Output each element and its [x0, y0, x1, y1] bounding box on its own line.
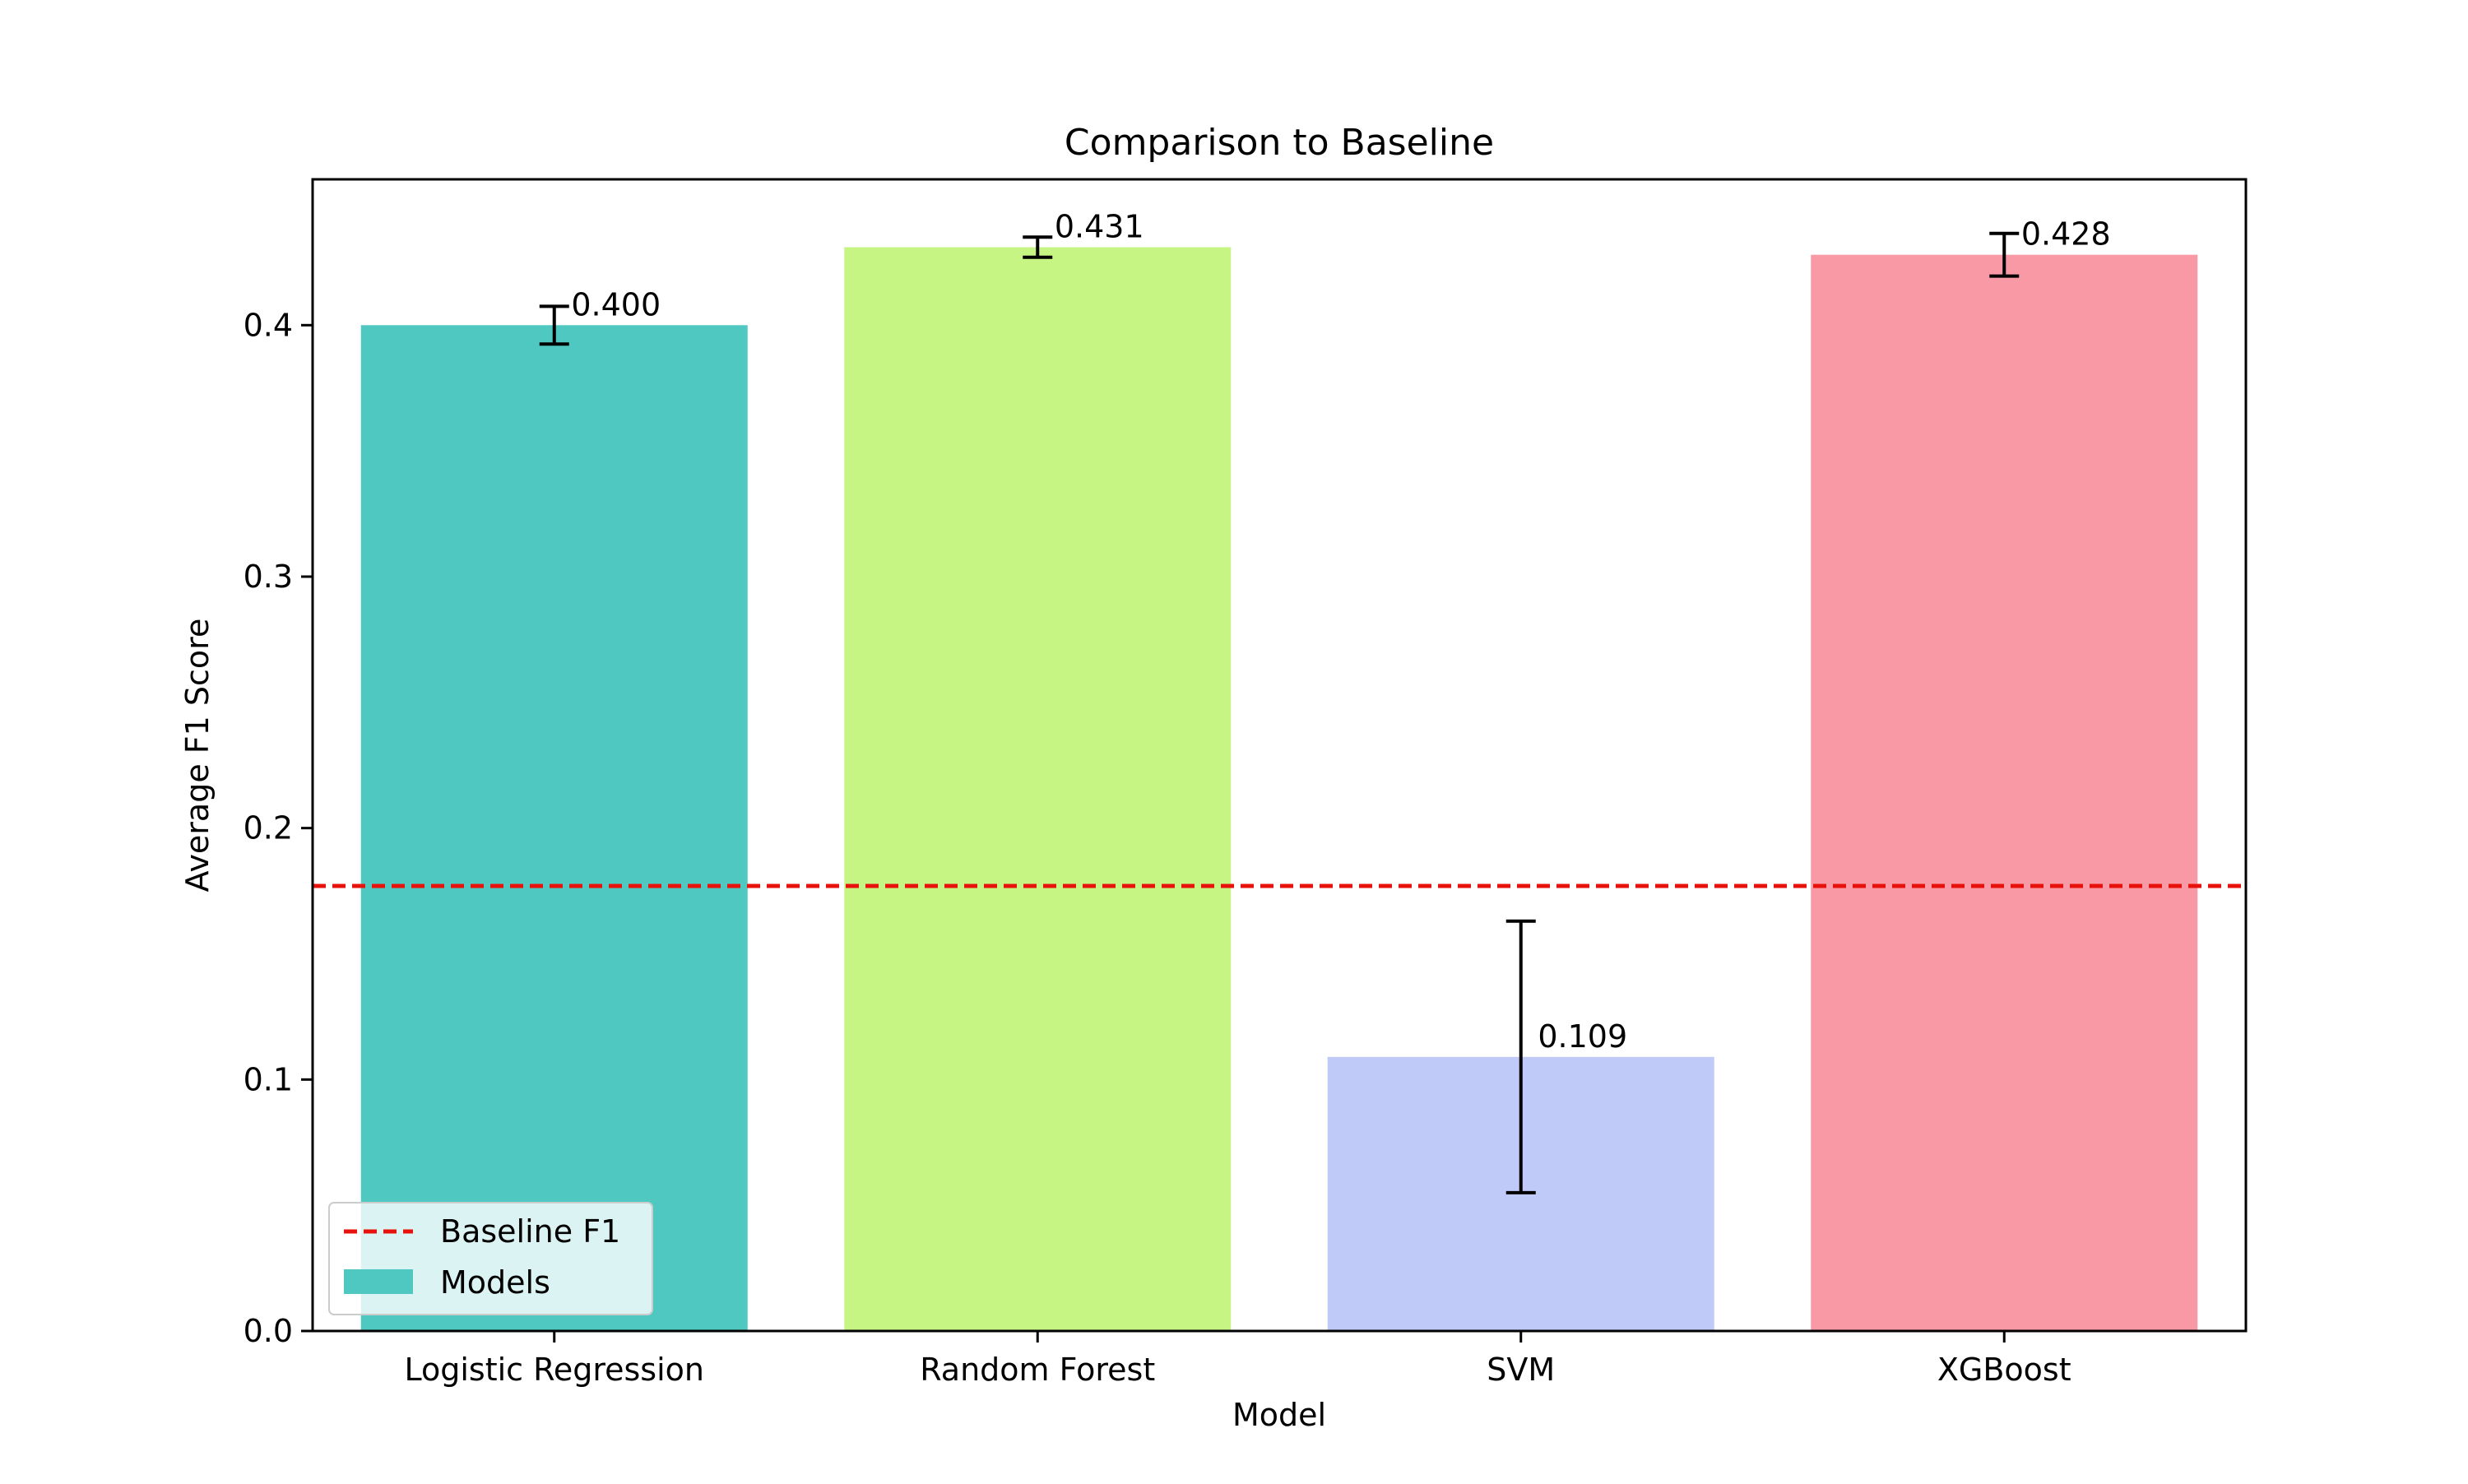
- value-label-random-forest: 0.431: [1055, 209, 1144, 245]
- error-bar-logistic-regression: [539, 304, 569, 346]
- bar-random-forest: [844, 247, 1232, 1332]
- y-tick-label: 0.0: [244, 1313, 293, 1349]
- legend-baseline-label: Baseline F1: [440, 1213, 620, 1250]
- y-tick-label: 0.1: [244, 1061, 293, 1097]
- axes-frame: [311, 178, 2248, 1333]
- value-label-logistic-regression: 0.400: [571, 286, 661, 322]
- x-tick-label: SVM: [1487, 1352, 1555, 1388]
- y-tick-label: 0.4: [244, 307, 293, 343]
- bar-xgboost: [1811, 254, 2198, 1331]
- axis-ticks: 0.0 0.1 0.2 0.3 0.4 Logistic Regression Random…: [244, 307, 2071, 1388]
- x-tick-label: Random Forest: [920, 1352, 1155, 1388]
- y-tick-label: 0.2: [244, 810, 293, 846]
- x-axis-label: Model: [1232, 1397, 1326, 1433]
- legend-models-swatch: [344, 1269, 413, 1294]
- error-bar-random-forest: [1023, 235, 1053, 259]
- plot-area: 0.400 0.431 0.109 0.428: [313, 209, 2246, 1332]
- y-axis-label: Average F1 Score: [179, 619, 216, 893]
- legend: Baseline F1 Models: [328, 1202, 653, 1315]
- error-bar-svm: [1505, 919, 1536, 1194]
- value-label-svm: 0.109: [1538, 1018, 1627, 1055]
- x-tick-label: XGBoost: [1937, 1352, 2071, 1388]
- x-tick-label: Logistic Regression: [404, 1352, 704, 1388]
- value-label-xgboost: 0.428: [2021, 216, 2111, 253]
- error-bar-xgboost: [1989, 231, 2020, 278]
- legend-models-label: Models: [440, 1264, 550, 1301]
- bar-logistic-regression: [360, 325, 748, 1331]
- chart-title: Comparison to Baseline: [1065, 122, 1494, 164]
- y-tick-label: 0.3: [244, 559, 293, 595]
